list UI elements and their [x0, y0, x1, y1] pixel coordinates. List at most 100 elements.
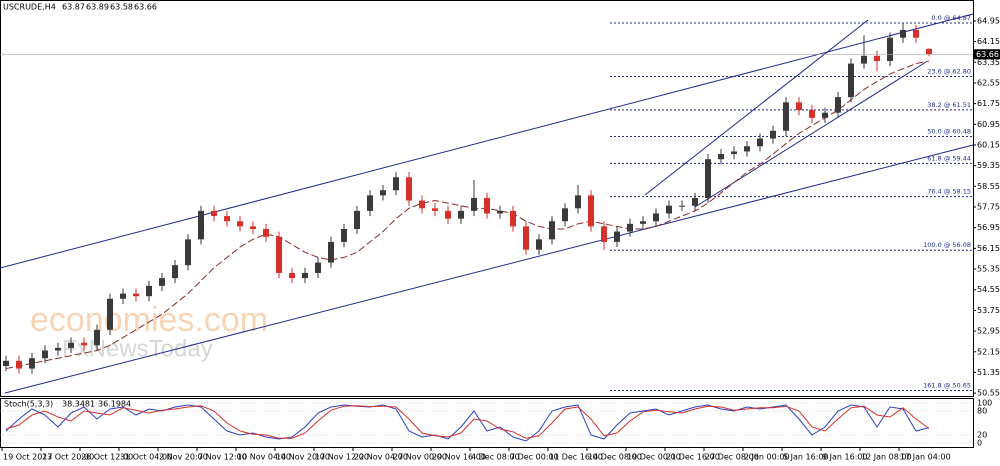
y-tick-label: 100	[977, 399, 992, 408]
y-tick-label: 56.95	[977, 223, 1000, 232]
x-tick-label: 19 Dec 00:00	[627, 453, 681, 462]
candle-body	[328, 241, 334, 263]
x-tick-label: 19 Oct 2017	[3, 453, 52, 462]
candle-body	[731, 151, 737, 155]
candle-body	[848, 63, 854, 98]
candle-body	[809, 110, 815, 118]
candle-body	[315, 262, 321, 273]
candle-body	[250, 226, 256, 229]
x-tick-label: 10 Nov 04:00	[237, 453, 291, 462]
candle-body	[172, 265, 178, 279]
candle-body	[822, 112, 828, 118]
inner-channel-lower	[694, 61, 927, 208]
fib-label: 23.6 @ 62.80	[927, 67, 971, 75]
candle-body	[406, 177, 412, 201]
candle-body	[159, 278, 165, 286]
x-tick-label: 29 Nov 16:00	[432, 453, 486, 462]
current-price-label: 63.66	[976, 50, 999, 59]
candle-body	[770, 130, 776, 139]
x-tick-label: 4 Dec 08:00	[471, 453, 520, 462]
candle-body	[458, 210, 464, 219]
candle-body	[510, 210, 516, 227]
candle-body	[692, 197, 698, 206]
candle-body	[432, 208, 438, 211]
watermark: FxNewsToday	[62, 335, 213, 362]
candle-body	[471, 197, 477, 211]
candle-body	[575, 195, 581, 209]
candle-body	[679, 205, 685, 207]
x-tick-label: 14 Nov 20:00	[276, 453, 330, 462]
candle-body	[666, 205, 672, 214]
candle-body	[354, 210, 360, 229]
candle-body	[211, 210, 217, 217]
y-tick-label: 60.15	[977, 140, 1000, 149]
stoch-value: 36.1984	[98, 400, 131, 409]
y-tick-label: 0	[977, 439, 982, 448]
candle-body	[81, 342, 87, 346]
y-tick-label: 51.35	[977, 368, 1000, 377]
candle-body	[536, 239, 542, 250]
fib-label: 161.8 @ 50.65	[923, 382, 971, 390]
x-tick-label: 5 Jan 16:00	[783, 453, 829, 462]
x-tick-label: 23 Oct 20:00	[42, 453, 94, 462]
candle-body	[224, 216, 230, 222]
y-tick-label: 63.35	[977, 58, 1000, 67]
candle-body	[185, 239, 191, 266]
candle-body	[341, 228, 347, 242]
x-tick-label: 27 Dec 08:00	[705, 453, 759, 462]
y-tick-label: 55.35	[977, 265, 1000, 274]
candle-body	[887, 37, 893, 61]
candle-body	[601, 226, 607, 242]
x-tick-label: 7 Nov 12:00	[198, 453, 247, 462]
candle-body	[744, 146, 750, 152]
x-tick-label: 31 Oct 04:00	[120, 453, 172, 462]
candle-body	[783, 102, 789, 131]
x-tick-label: 11 Dec 16:00	[549, 453, 603, 462]
candle-body	[42, 350, 48, 359]
candle-body	[198, 210, 204, 240]
y-tick-label: 80	[977, 407, 987, 416]
fib-label: 0.0 @ 64.87	[931, 14, 971, 22]
channel-upper	[0, 13, 974, 269]
candle-body	[107, 298, 113, 330]
y-tick-label: 61.75	[977, 99, 1000, 108]
candle-body	[484, 197, 490, 214]
x-tick-label: 17 Jan 04:00	[900, 453, 951, 462]
y-tick-label: 56.15	[977, 244, 1000, 253]
candle-body	[627, 223, 633, 232]
candle-body	[237, 221, 243, 227]
candle-body	[16, 360, 22, 369]
candle-body	[718, 154, 724, 160]
candle-body	[419, 200, 425, 209]
header-close: 63.66	[134, 3, 157, 12]
fib-label: 50.0 @ 60.48	[927, 127, 971, 135]
candle-body	[94, 329, 100, 346]
header-high: 63.89	[86, 3, 109, 12]
fib-label: 76.4 @ 58.15	[927, 188, 971, 196]
candle-body	[263, 228, 269, 237]
candle-body	[562, 208, 568, 222]
candle-body	[861, 55, 867, 64]
y-tick-label: 62.55	[977, 78, 1000, 87]
candle-body	[523, 226, 529, 250]
candle-body	[497, 210, 503, 214]
header-open: 63.87	[62, 3, 85, 12]
indicator-title: Stoch(5,3,3)	[4, 400, 53, 409]
x-tick-label: 2 Jan 00:00	[744, 453, 790, 462]
stoch-line	[5, 404, 930, 442]
y-tick-label: 52.15	[977, 347, 1000, 356]
y-tick-label: 60.95	[977, 120, 1000, 129]
price-panel	[0, 0, 974, 397]
candle-body	[549, 221, 555, 240]
watermark: economies.com	[30, 301, 268, 339]
y-tick-label: 20	[977, 431, 987, 440]
x-tick-label: 9 Jan 16:00	[822, 453, 868, 462]
inner-channel-upper	[644, 19, 869, 196]
y-tick-label: 54.55	[977, 285, 1000, 294]
candle-body	[445, 210, 451, 219]
x-tick-label: 22 Nov 04:00	[354, 453, 408, 462]
header-low: 63.58	[110, 3, 133, 12]
x-tick-label: 7 Dec 00:00	[510, 453, 559, 462]
candle-body	[796, 102, 802, 111]
